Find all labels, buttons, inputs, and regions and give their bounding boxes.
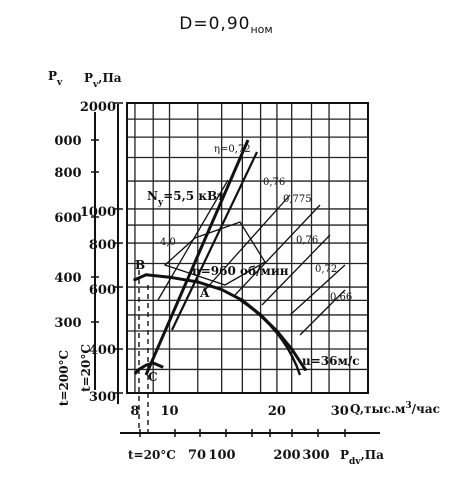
- subscript: v: [92, 80, 99, 90]
- x-tick-label: 8: [130, 404, 139, 419]
- power-line-secondary: [171, 151, 258, 331]
- x-axis-title: Q,тыс.м3/час: [350, 401, 440, 416]
- point-b-label: B: [135, 258, 145, 272]
- inner-temperature-label: t=20°C: [79, 344, 93, 392]
- secondary-temperature-label: t=20°C: [128, 448, 176, 462]
- chart-title: D=0,90ном: [179, 14, 273, 36]
- efficiency-label: 0,76: [296, 235, 318, 246]
- chart-text: Pv Pv,Па Q,тыс.м3/час t=200°C t=20°C t=20°C 70…: [48, 69, 440, 467]
- subscript: dv: [349, 457, 361, 467]
- secondary-tick-label: 300: [302, 448, 329, 463]
- subscript: y: [157, 198, 164, 208]
- point-c-label: C: [148, 370, 158, 384]
- subscript: v: [56, 78, 63, 88]
- pressure-curve: [134, 273, 307, 371]
- speed-curve: [239, 299, 302, 376]
- efficiency-label: 0,72: [315, 264, 337, 275]
- velocity-label: u=36м/с: [302, 354, 360, 368]
- y-tick-label: 2000: [80, 100, 116, 115]
- efficiency-region: [163, 221, 266, 286]
- efficiency-line: [204, 194, 291, 291]
- secondary-tick-label: 100: [208, 448, 235, 463]
- outer-y-tick-label: 400: [54, 271, 81, 286]
- y-tick-label: 300: [89, 390, 116, 405]
- curve-point: [196, 280, 200, 284]
- outer-y-tick-label: 800: [54, 166, 81, 181]
- outer-y-tick-label: 000: [54, 134, 81, 149]
- value: =5,5 кВт: [163, 189, 224, 203]
- performance-curves: [133, 139, 346, 376]
- grid-lines: [127, 102, 368, 394]
- speed-label: n=960 об/мин: [192, 264, 289, 278]
- outer-y-tick-label: 600: [54, 211, 81, 226]
- y-tick-label: 800: [89, 238, 116, 253]
- x-tick-label: 30: [331, 404, 349, 419]
- x-tick-label: 10: [160, 404, 178, 419]
- secondary-tick-label: 70: [188, 448, 206, 463]
- efficiency-line: [289, 264, 346, 316]
- power-small-label: 4,0: [160, 237, 176, 248]
- secondary-tick-label: 200: [273, 448, 300, 463]
- efficiency-line: [234, 204, 321, 296]
- secondary-axis-title: Pdv,Па: [340, 448, 384, 467]
- point-a-label: A: [199, 286, 210, 300]
- curve-point: [144, 273, 148, 277]
- y-tick-label: 1000: [80, 205, 116, 220]
- y-tick-label: 600: [89, 283, 116, 298]
- power-line: [144, 139, 250, 376]
- curve-point: [290, 347, 294, 351]
- curve-point: [220, 288, 224, 292]
- outer-temperature-label: t=200°C: [57, 350, 71, 406]
- efficiency-label: 0,775: [283, 194, 312, 205]
- outer-y-tick-label: 300: [54, 316, 81, 331]
- efficiency-line: [299, 289, 346, 336]
- efficiency-line: [261, 234, 331, 306]
- axes: 2000 1000 800 600 400 300 000 800 600 400 300 8 10 20…: [54, 100, 380, 437]
- x-tick-label: 20: [268, 404, 286, 419]
- y-tick-label: 400: [89, 343, 116, 358]
- unit: ,Па: [98, 71, 122, 85]
- outer-y-axis-title: Pv: [48, 69, 63, 88]
- curve-point: [167, 275, 172, 279]
- unit: ,Па: [361, 448, 385, 462]
- curve-point: [133, 277, 137, 282]
- main-y-axis-title: Pv,Па: [84, 71, 122, 90]
- low-flow-curve: [133, 361, 164, 375]
- unit: /час: [412, 402, 440, 416]
- guide-lines: [138, 270, 149, 433]
- efficiency-label: η=0,72: [214, 144, 251, 155]
- superscript: 3: [405, 401, 411, 411]
- plot-frame: [126, 102, 369, 394]
- efficiency-label: 0,76: [263, 177, 285, 188]
- efficiency-label: 0,66: [330, 292, 352, 303]
- curve-point: [303, 367, 307, 372]
